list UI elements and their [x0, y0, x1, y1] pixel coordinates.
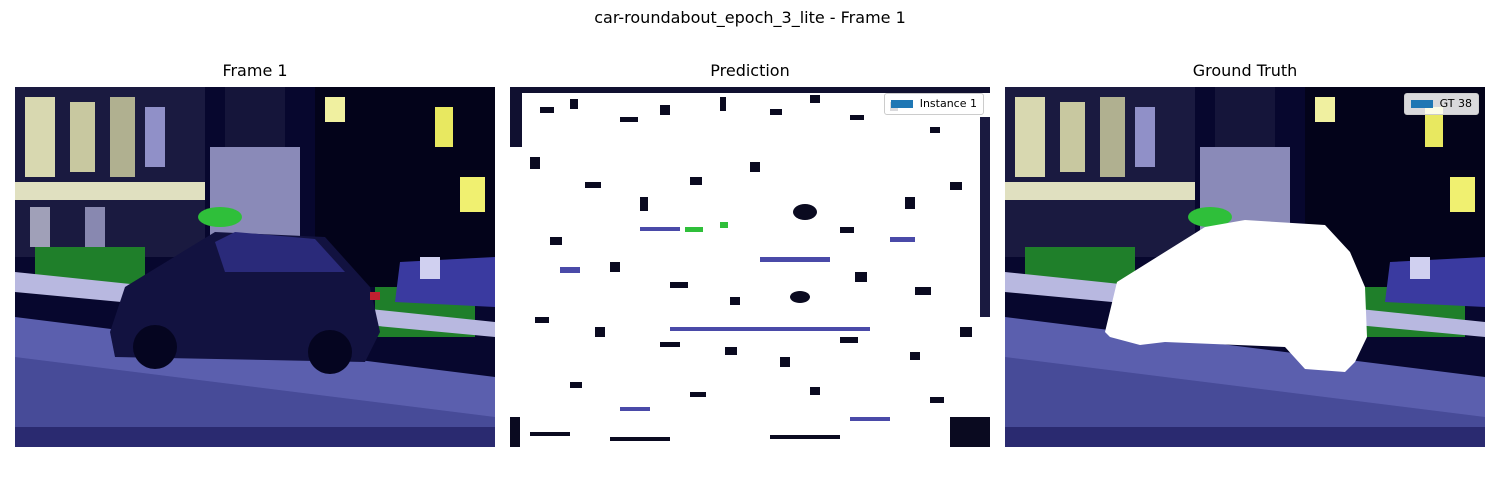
ground-truth-legend-label: GT 38 [1439, 97, 1472, 110]
ground-truth-legend-swatch [1410, 100, 1433, 108]
prediction-legend-label: Instance 1 [919, 97, 977, 110]
panel-title-ground-truth: Ground Truth [1192, 61, 1298, 80]
ground-truth-image: GT 38 [1005, 87, 1485, 447]
prediction-image-svg [510, 87, 990, 447]
frame-image-svg [15, 87, 495, 447]
ground-truth-legend: GT 38 [1403, 93, 1479, 115]
prediction-image: Instance 1 [510, 87, 990, 447]
panel-prediction: Prediction [510, 60, 990, 448]
prediction-legend-swatch [890, 100, 913, 108]
panel-frame: Frame 1 [15, 60, 495, 448]
panel-ground-truth: Ground Truth [1005, 60, 1485, 448]
ground-truth-image-svg [1005, 87, 1485, 447]
figure-title: car-roundabout_epoch_3_lite - Frame 1 [594, 8, 906, 27]
frame-image [15, 87, 495, 447]
panel-title-frame: Frame 1 [222, 61, 288, 80]
prediction-legend: Instance 1 [883, 93, 984, 115]
panel-title-prediction: Prediction [710, 61, 790, 80]
